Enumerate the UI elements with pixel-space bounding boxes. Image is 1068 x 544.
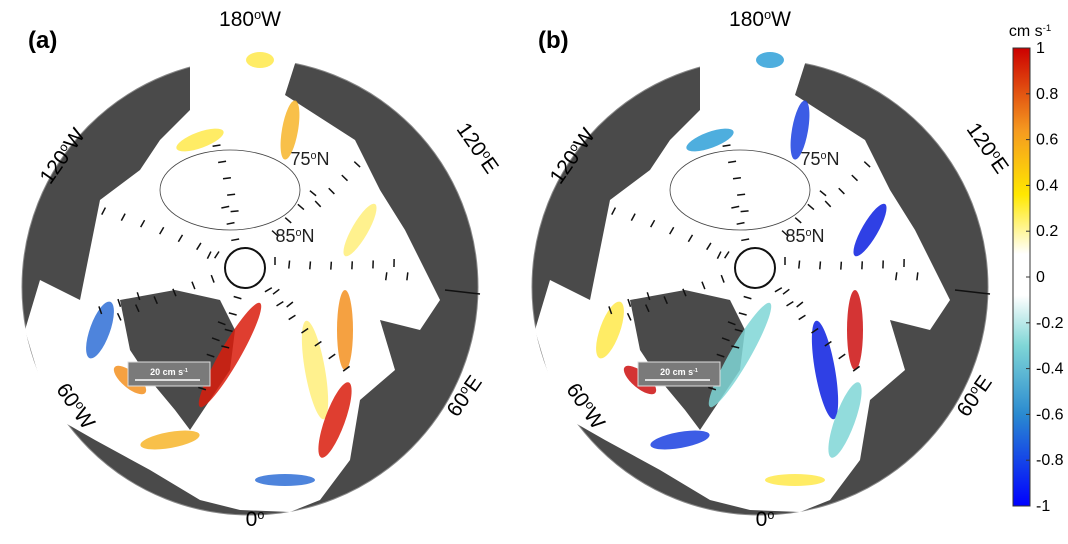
superscript: o — [764, 8, 771, 22]
longitude-label: 0o — [756, 508, 775, 531]
anomaly-patch — [756, 52, 784, 68]
pole — [735, 248, 775, 288]
longitude-label: 180oW — [729, 8, 791, 31]
text-part: 75 — [800, 149, 820, 169]
text-part: N — [317, 149, 330, 169]
pole — [225, 248, 265, 288]
latitude-label: 85oN — [785, 226, 824, 246]
superscript: -1 — [183, 368, 188, 374]
velocity-arrow — [227, 194, 235, 195]
colorbar-tick-label: -0.4 — [1036, 361, 1064, 378]
map-panel — [22, 48, 480, 515]
velocity-arrow — [289, 261, 290, 269]
velocity-arrow — [896, 272, 897, 280]
scale-label: 20 cm s-1 — [660, 367, 698, 377]
colorbar-tick-label: 0.2 — [1036, 223, 1058, 240]
longitude-label: 0o — [246, 508, 265, 531]
superscript: o — [257, 508, 264, 522]
superscript: -1 — [1043, 23, 1052, 34]
superscript: o — [254, 8, 261, 22]
velocity-arrow — [231, 211, 239, 212]
text-part: 180 — [219, 8, 254, 31]
colorbar-tick-label: -0.8 — [1036, 452, 1064, 469]
anomaly-patch — [246, 52, 274, 68]
panel-label: (b) — [538, 27, 569, 54]
anomaly-patch — [765, 474, 825, 486]
latitude-label: 75oN — [290, 149, 329, 169]
colorbar-tick-label: -0.6 — [1036, 406, 1064, 423]
text-part: 85 — [275, 226, 295, 246]
colorbar-unit: cm s-1 — [1009, 23, 1051, 41]
text-part: N — [812, 226, 825, 246]
text-part: 180 — [729, 8, 764, 31]
longitude-label: 120oE — [962, 119, 1013, 178]
text-part: E — [476, 153, 503, 178]
superscript: o — [767, 508, 774, 522]
anomaly-patch — [255, 474, 315, 486]
text-part: W — [771, 8, 791, 31]
text-part: 0 — [246, 508, 258, 531]
text-part: W — [261, 8, 281, 31]
colorbar-tick-label: -1 — [1036, 498, 1050, 515]
text-part: cm s — [1009, 23, 1043, 40]
text-part: 85 — [785, 226, 805, 246]
velocity-arrow — [799, 261, 800, 269]
velocity-arrow — [917, 272, 918, 280]
text-part: N — [302, 226, 315, 246]
text-part: N — [827, 149, 840, 169]
velocity-arrow — [841, 262, 842, 270]
velocity-arrow — [331, 262, 332, 270]
superscript: -1 — [693, 368, 698, 374]
velocity-arrow — [223, 178, 231, 179]
colorbar-tick-label: 0.4 — [1036, 177, 1058, 194]
longitude-label: 120oE — [452, 119, 503, 178]
panel-label: (a) — [28, 27, 57, 54]
longitude-label: 180oW — [219, 8, 281, 31]
colorbar-tick-label: -0.2 — [1036, 315, 1064, 332]
velocity-arrow — [741, 211, 749, 212]
velocity-arrow — [820, 261, 821, 269]
velocity-arrow — [407, 272, 408, 280]
text-part: 0 — [756, 508, 768, 531]
map-panel — [532, 48, 990, 515]
anomaly-patch — [337, 290, 353, 370]
colorbar-tick-label: 0.6 — [1036, 132, 1058, 149]
text-part: E — [986, 153, 1013, 178]
text-part: 20 cm s — [150, 367, 183, 377]
velocity-arrow — [733, 178, 741, 179]
latitude-label: 85oN — [275, 226, 314, 246]
colorbar-tick-label: 0 — [1036, 269, 1045, 286]
text-part: 20 cm s — [660, 367, 693, 377]
anomaly-patch — [847, 290, 863, 370]
colorbar-tick-label: 0.8 — [1036, 86, 1058, 103]
velocity-arrow — [310, 261, 311, 269]
scale-label: 20 cm s-1 — [150, 367, 188, 377]
velocity-arrow — [737, 194, 745, 195]
colorbar-tick-label: 1 — [1036, 40, 1045, 57]
latitude-label: 75oN — [800, 149, 839, 169]
text-part: 75 — [290, 149, 310, 169]
velocity-arrow — [386, 272, 387, 280]
